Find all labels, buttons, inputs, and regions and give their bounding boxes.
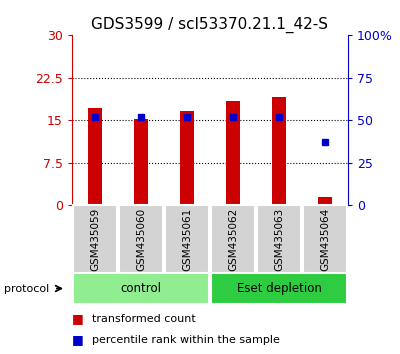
Text: GSM435064: GSM435064 bbox=[320, 207, 330, 270]
Bar bbox=[134, 119, 148, 205]
Text: GSM435060: GSM435060 bbox=[136, 207, 146, 270]
Text: protocol: protocol bbox=[4, 284, 49, 293]
Title: GDS3599 / scl53370.21.1_42-S: GDS3599 / scl53370.21.1_42-S bbox=[92, 16, 328, 33]
Bar bbox=[211, 205, 255, 273]
Bar bbox=[88, 108, 102, 205]
Bar bbox=[180, 111, 194, 205]
Bar bbox=[73, 205, 117, 273]
Bar bbox=[257, 205, 301, 273]
Text: GSM435059: GSM435059 bbox=[90, 207, 100, 270]
Text: ■: ■ bbox=[72, 333, 84, 346]
Bar bbox=[211, 273, 347, 304]
Bar bbox=[272, 97, 286, 205]
Text: GSM435062: GSM435062 bbox=[228, 207, 238, 270]
Bar bbox=[73, 273, 209, 304]
Text: Eset depletion: Eset depletion bbox=[236, 282, 322, 295]
Text: control: control bbox=[120, 282, 162, 295]
Text: GSM435063: GSM435063 bbox=[274, 207, 284, 270]
Bar bbox=[303, 205, 347, 273]
Bar bbox=[226, 101, 240, 205]
Bar bbox=[318, 198, 332, 205]
Text: transformed count: transformed count bbox=[92, 314, 196, 324]
Text: GSM435061: GSM435061 bbox=[182, 207, 192, 270]
Text: ■: ■ bbox=[72, 312, 84, 325]
Text: percentile rank within the sample: percentile rank within the sample bbox=[92, 335, 280, 345]
Bar bbox=[165, 205, 209, 273]
Bar bbox=[119, 205, 163, 273]
